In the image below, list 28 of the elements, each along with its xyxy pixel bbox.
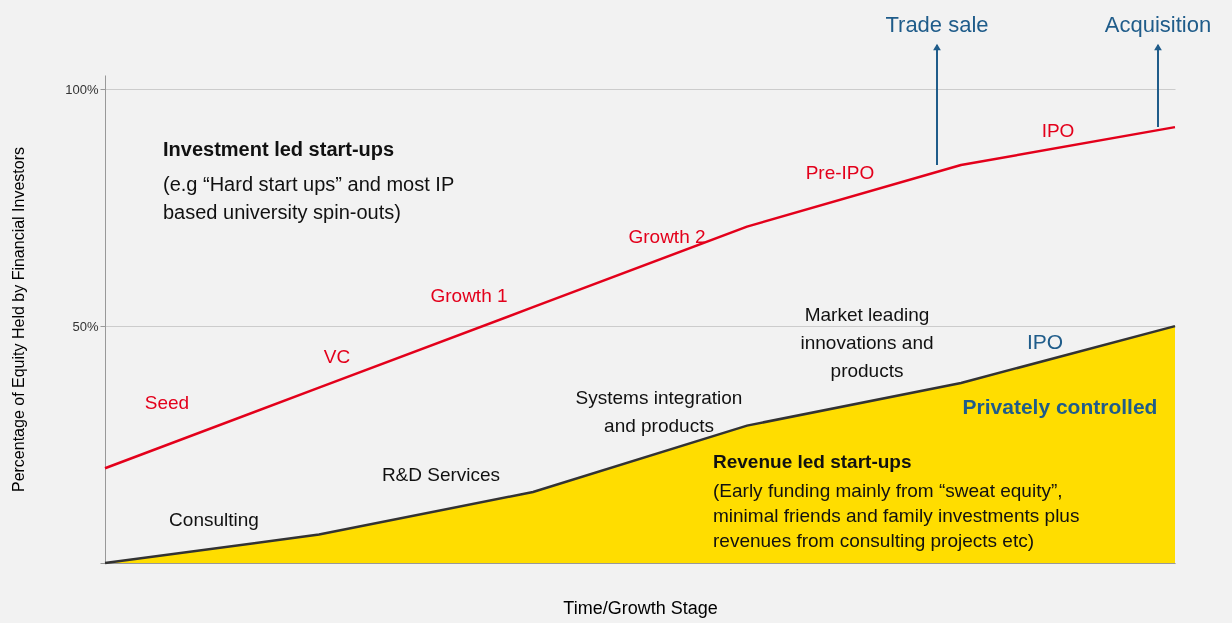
annotation: VC [323,346,351,367]
annotation: IPO [1041,120,1075,141]
annotation: based university spin-outs) [163,201,401,223]
annotation: Revenue led start-ups [713,451,912,472]
annotation: products [830,360,904,381]
text: Acquisition [1104,12,1212,37]
annotation: IPO [1026,330,1064,353]
annotation: Pre-IPO [805,162,875,183]
annotation: Privately controlled [962,395,1158,418]
annotation: Consulting [169,509,259,530]
annotation: Growth 1 [430,285,508,306]
line-series [103,125,1177,470]
text: Trade sale [885,12,989,37]
y-axis-title: Percentage of Equity Held by Financial Investors [10,146,28,493]
x-axis-title: Time/Growth Stage [563,597,718,618]
annotation: Investment led start-ups [163,138,395,160]
annotation: R&D Services [381,464,501,485]
annotation: revenues from consulting projects etc) [713,530,1035,551]
annotation: innovations and [800,332,934,353]
y-tick-label: 100% [65,81,99,97]
annotation: Systems integration [575,387,743,408]
annotation: minimal friends and family investments plus [713,505,1080,526]
annotation: (e.g “Hard start ups” and most IP [163,173,455,195]
annotation: (Early funding mainly from “sweat equity”, [713,480,1063,501]
annotation: and products [604,415,714,436]
y-tick-label: 50% [72,318,99,334]
annotation: Seed [144,392,190,413]
annotation: Market leading [804,304,930,325]
